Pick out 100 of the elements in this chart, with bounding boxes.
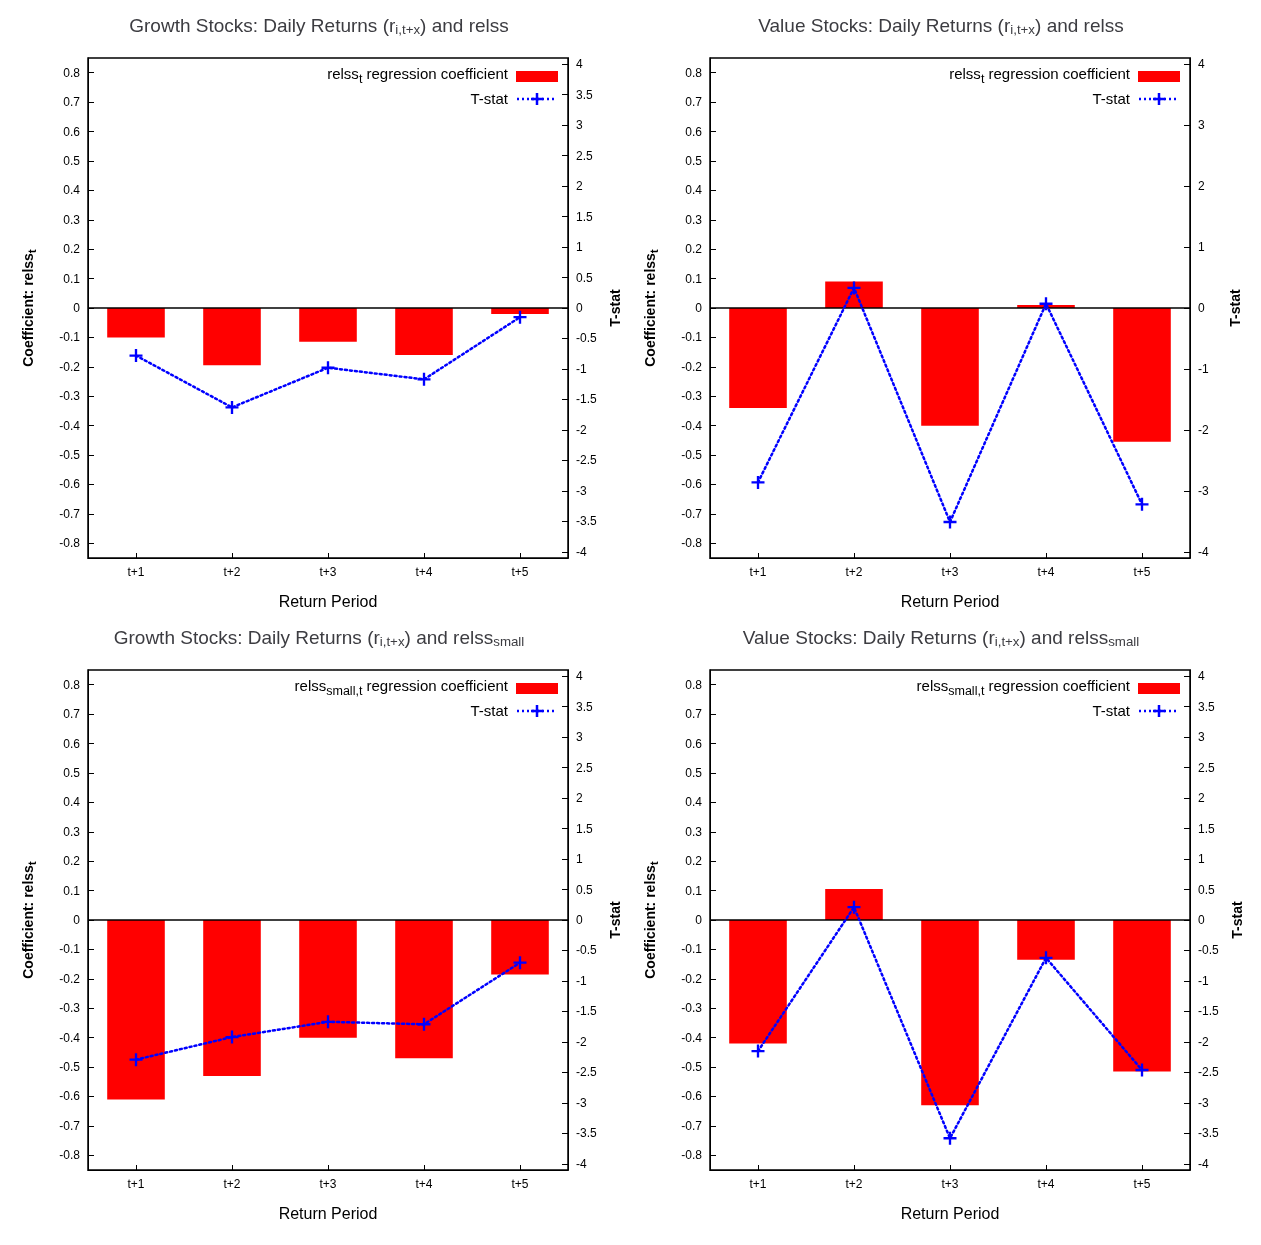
- y-tick-label: -0.6: [681, 477, 703, 492]
- point: [1135, 497, 1149, 511]
- y-tick-label: 0.6: [685, 124, 703, 139]
- y-tick-label: 0.1: [685, 883, 703, 898]
- y-tick-label: -0.1: [681, 330, 703, 345]
- y2-tick-label: 3: [1198, 118, 1205, 133]
- y2-tick-label: -2: [1198, 1034, 1209, 1049]
- y2-tick-label: -2.5: [1198, 1065, 1219, 1080]
- y-tick-label: 0.4: [685, 795, 703, 810]
- y2-tick-label: -4: [1198, 1156, 1209, 1171]
- y2-tick-label: -3: [576, 1095, 587, 1110]
- y-tick-label: -0.3: [681, 389, 703, 404]
- x-tick-label: t+4: [415, 1177, 433, 1191]
- y2-tick-label: -3: [1198, 483, 1209, 498]
- y2-tick-label: -2: [576, 422, 587, 437]
- y2-tick-label: -2.5: [576, 453, 597, 468]
- legend-label: T-stat: [470, 701, 508, 720]
- y-tick-label: 0.5: [685, 765, 703, 780]
- legend-label: relss$_{t}$ regression coefficient: [949, 64, 1130, 88]
- y-tick-label: -0.6: [59, 1089, 81, 1104]
- y2-tick-label: 4: [1198, 669, 1205, 684]
- y-tick-label: 0: [695, 913, 703, 927]
- y-tick-label: 0.5: [685, 153, 703, 168]
- y-tick-label: 0.8: [63, 65, 81, 80]
- y2-axis-title: T-stat: [606, 289, 623, 327]
- x-tick-label: t+1: [127, 1177, 145, 1191]
- y2-tick-label: 1: [576, 852, 583, 867]
- x-tick-label: t+2: [223, 1177, 241, 1191]
- x-tick-label: t+5: [1133, 565, 1151, 579]
- y2-tick-label: -1.5: [1198, 1004, 1219, 1019]
- y2-tick-label: 1: [1198, 852, 1205, 867]
- y2-tick-label: 1.5: [576, 821, 594, 836]
- y2-tick-label: -0.5: [1198, 943, 1219, 958]
- x-tick-label: t+3: [941, 1177, 959, 1191]
- y2-tick-label: 2.5: [1198, 760, 1216, 775]
- y-tick-label: -0.7: [59, 506, 81, 521]
- y2-tick-label: -3: [1198, 1095, 1209, 1110]
- x-tick-label: t+5: [511, 1177, 529, 1191]
- y2-tick-label: 1: [576, 240, 583, 255]
- y2-axis-title: T-stat: [1228, 901, 1245, 939]
- y-tick-label: -0.8: [681, 536, 703, 551]
- y2-tick-label: 0: [1198, 301, 1205, 315]
- y2-tick-label: 1: [1198, 240, 1205, 255]
- x-tick-label: t+4: [1037, 1177, 1055, 1191]
- bar: [729, 308, 787, 408]
- y-tick-label: -0.2: [681, 971, 703, 986]
- y2-tick-label: -3.5: [576, 1126, 597, 1141]
- y-tick-label: 0.6: [63, 736, 81, 751]
- x-tick-label: t+2: [845, 565, 863, 579]
- y-tick-label: 0.4: [63, 795, 81, 810]
- y-tick-label: -0.3: [681, 1001, 703, 1016]
- y-tick-label: -0.1: [681, 942, 703, 957]
- y2-tick-label: 0.5: [576, 882, 594, 897]
- y-tick-label: 0.7: [63, 95, 81, 110]
- y2-tick-label: -2: [1198, 422, 1209, 437]
- y2-tick-label: 3.5: [576, 699, 594, 714]
- y2-tick-label: 2.5: [576, 148, 594, 163]
- y-tick-label: 0.8: [685, 65, 703, 80]
- y-tick-label: -0.6: [681, 1089, 703, 1104]
- y2-tick-label: -1.5: [576, 1004, 597, 1019]
- x-tick-label: t+1: [749, 1177, 767, 1191]
- bar: [1113, 308, 1171, 442]
- y-tick-label: -0.8: [59, 536, 81, 551]
- y-tick-label: 0.1: [63, 883, 81, 898]
- y-tick-label: 0.8: [63, 677, 81, 692]
- y-tick-label: 0.1: [63, 271, 81, 286]
- y2-tick-label: -0.5: [576, 331, 597, 346]
- y2-tick-label: -2.5: [576, 1065, 597, 1080]
- y-tick-label: -0.5: [59, 448, 81, 463]
- y-tick-label: 0.5: [63, 153, 81, 168]
- y2-tick-label: -1.5: [576, 392, 597, 407]
- y-tick-label: -0.3: [59, 1001, 81, 1016]
- bar: [921, 308, 979, 426]
- y-tick-label: -0.4: [59, 418, 81, 433]
- y-tick-label: -0.1: [59, 942, 81, 957]
- y-tick-label: -0.5: [681, 448, 703, 463]
- y-tick-label: 0.2: [685, 854, 703, 869]
- x-tick-label: t+5: [1133, 1177, 1151, 1191]
- y2-tick-label: 0: [576, 913, 583, 927]
- y-tick-label: -0.3: [59, 389, 81, 404]
- y2-tick-label: 2: [576, 791, 583, 806]
- y2-tick-label: 4: [1198, 57, 1205, 72]
- legend-label: T-stat: [1092, 89, 1130, 108]
- y-tick-label: 0: [73, 913, 81, 927]
- y-tick-label: 0: [695, 301, 703, 315]
- y-tick-label: 0.2: [63, 854, 81, 869]
- y2-tick-label: 0: [1198, 913, 1205, 927]
- x-tick-label: t+1: [127, 565, 145, 579]
- point: [129, 349, 143, 363]
- y-tick-label: 0.3: [685, 824, 703, 839]
- point: [751, 475, 765, 489]
- y2-tick-label: 0.5: [1198, 882, 1216, 897]
- y-tick-label: -0.4: [681, 1030, 703, 1045]
- y-tick-label: -0.8: [59, 1148, 81, 1163]
- y-tick-label: -0.1: [59, 330, 81, 345]
- y2-tick-label: -4: [576, 1156, 587, 1171]
- x-tick-label: t+3: [941, 565, 959, 579]
- point: [129, 1053, 143, 1067]
- y-tick-label: -0.6: [59, 477, 81, 492]
- y-tick-label: 0: [73, 301, 81, 315]
